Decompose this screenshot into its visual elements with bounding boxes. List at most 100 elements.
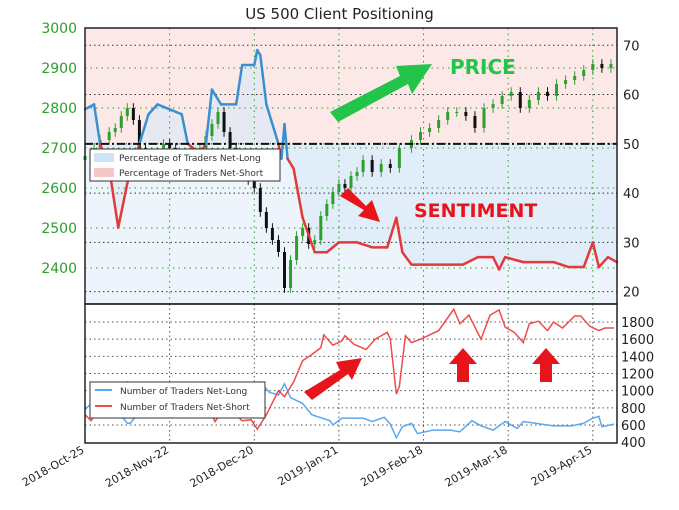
price-candle xyxy=(361,160,365,172)
price-candle xyxy=(555,84,559,96)
sentiment-line-segment xyxy=(138,113,150,146)
price-candle xyxy=(509,92,513,96)
price-candle xyxy=(388,164,392,168)
price-candle xyxy=(446,112,450,120)
legend-box xyxy=(89,148,281,182)
price-candle xyxy=(573,76,577,80)
price-candle xyxy=(582,70,586,76)
price-candle xyxy=(591,64,595,70)
price-candle xyxy=(600,64,604,68)
sentiment-line-segment xyxy=(497,255,507,271)
sentiment-line-segment xyxy=(461,255,480,266)
sentiment-line-segment xyxy=(156,103,171,111)
price-candle xyxy=(168,144,172,148)
sentiment-line-segment xyxy=(606,255,619,264)
price-candle xyxy=(137,120,141,148)
legend-swatch-net-short xyxy=(94,168,114,177)
bottom-panel-frame xyxy=(84,303,618,444)
left-tick-label: 2500 xyxy=(41,221,77,237)
count-legend: Number of Traders Net-Long Number of Trad… xyxy=(89,381,266,419)
price-candle xyxy=(270,228,274,240)
sentiment-line-segment xyxy=(286,157,295,170)
price-candle xyxy=(379,164,383,172)
x-tick-label: 2018-Dec-20 xyxy=(188,443,256,490)
sentiment-line-segment xyxy=(395,216,404,254)
price-candle xyxy=(313,240,317,244)
price-candle xyxy=(325,204,329,216)
x-tick-label: 2019-Apr-15 xyxy=(529,443,594,488)
left-tick-label: 2800 xyxy=(41,101,77,117)
price-candle xyxy=(252,180,256,188)
sentiment-arrow-icon xyxy=(340,188,380,222)
price-candle xyxy=(500,96,504,104)
sentiment-line-segment xyxy=(325,241,341,254)
right-tick-label: 1400 xyxy=(621,350,654,365)
price-candle xyxy=(437,120,441,128)
sentiment-line-segment xyxy=(117,182,129,229)
price-candle xyxy=(355,172,359,176)
price-candle xyxy=(276,240,280,252)
legend-label: Number of Traders Net-Short xyxy=(120,403,250,413)
legend-label: Number of Traders Net-Long xyxy=(120,387,247,397)
price-candle xyxy=(289,260,293,288)
sentiment-fill xyxy=(85,50,617,270)
up-arrow-icon xyxy=(532,348,560,382)
price-candle xyxy=(491,104,495,108)
price-candle xyxy=(464,112,468,116)
sentiment-line-segment xyxy=(582,241,595,269)
price-candle xyxy=(419,132,423,140)
sentiment-line-segment xyxy=(401,251,413,266)
sentiment-line-segment xyxy=(83,103,96,111)
left-tick-label: 2700 xyxy=(41,141,77,157)
x-tick-label: 2019-Feb-18 xyxy=(358,443,425,489)
left-tick-label: 3000 xyxy=(41,21,77,37)
price-candle xyxy=(397,148,401,168)
left-tick-label: 2900 xyxy=(41,61,77,77)
sentiment-line-segment xyxy=(210,88,223,106)
right-tick-label: 70 xyxy=(623,39,640,54)
legend-label: Percentage of Traders Net-Short xyxy=(119,169,264,179)
price-candle xyxy=(337,184,341,192)
right-tick-label: 40 xyxy=(623,187,640,202)
right-tick-label: 800 xyxy=(621,402,646,417)
sentiment-line-segment xyxy=(92,103,102,146)
price-candle xyxy=(216,112,220,124)
sentiment-line-segment xyxy=(355,241,374,249)
right-tick-label: 1800 xyxy=(621,316,654,331)
sentiment-line-segment xyxy=(265,103,280,146)
price-candle xyxy=(113,128,117,132)
x-tick-label: 2019-Jan-21 xyxy=(275,443,340,488)
price-candle xyxy=(258,188,262,212)
sentiment-line-segment xyxy=(552,260,570,269)
sentiment-line-segment xyxy=(147,103,159,116)
price-candle xyxy=(210,124,214,136)
sentiment-line-segment xyxy=(283,122,289,160)
price-candle xyxy=(536,92,540,100)
price-candle xyxy=(264,212,268,228)
price-candle xyxy=(131,108,135,120)
price-candle xyxy=(370,160,374,172)
price-candle xyxy=(564,80,568,84)
right-tick-label: 20 xyxy=(623,286,640,301)
price-candle xyxy=(331,192,335,204)
price-candle xyxy=(283,252,286,288)
left-tick-label: 2600 xyxy=(41,181,77,197)
chart-title: US 500 Client Positioning xyxy=(245,5,434,23)
price-candle xyxy=(482,108,486,128)
sentiment-line-segment xyxy=(591,241,601,269)
price-candle xyxy=(545,92,549,96)
right-tick-label: 50 xyxy=(623,138,640,153)
price-candle xyxy=(527,100,531,108)
x-tick-label: 2018-Oct-25 xyxy=(20,443,86,489)
price-candle xyxy=(609,64,613,68)
x-tick-label: 2019-Mar-18 xyxy=(443,443,510,489)
legend-swatch-net-long xyxy=(94,153,114,162)
legend-label: Percentage of Traders Net-Long xyxy=(119,154,261,164)
right-tick-label: 30 xyxy=(623,236,640,251)
price-candle xyxy=(125,108,129,116)
right-tick-label: 60 xyxy=(623,89,640,104)
sentiment-line-segment xyxy=(386,216,398,249)
right-tick-label: 1000 xyxy=(621,385,654,400)
sentiment-line-segment xyxy=(253,48,259,67)
